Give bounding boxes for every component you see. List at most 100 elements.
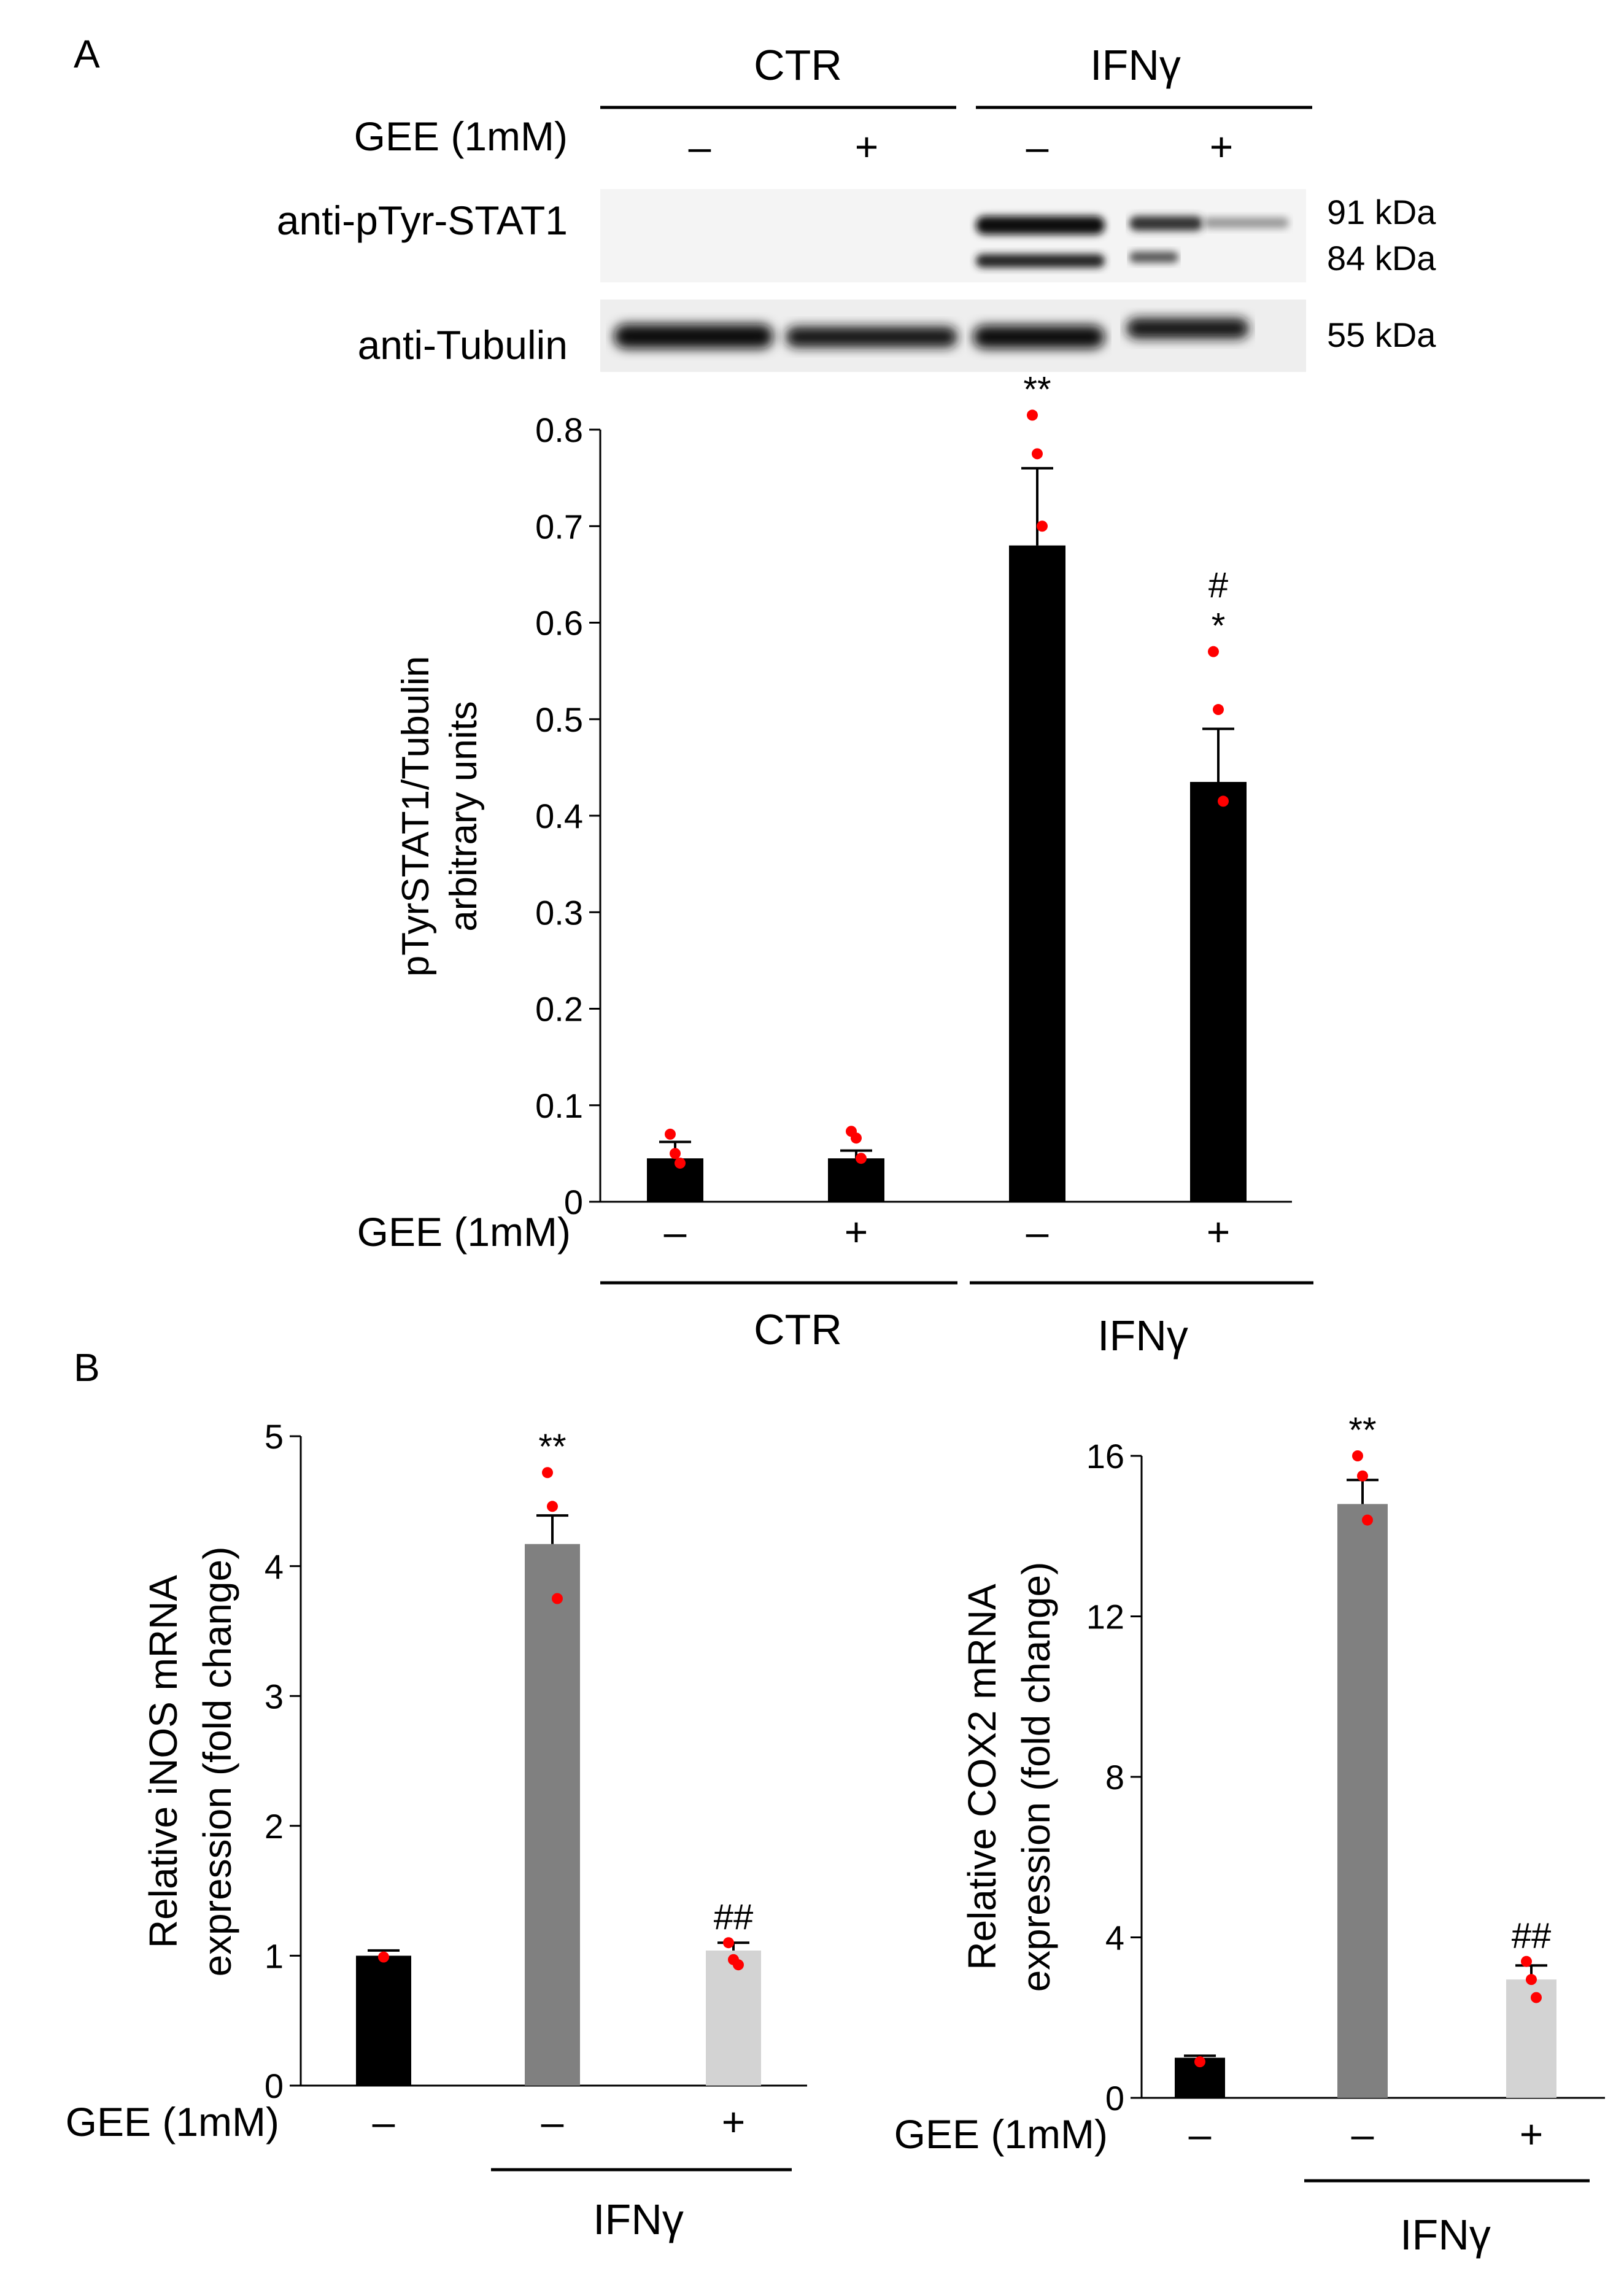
blot-band-91kda-ifng-plus-faint bbox=[1203, 217, 1289, 228]
chart-a-gee-sign: – bbox=[1026, 1209, 1049, 1255]
data-point bbox=[542, 1467, 553, 1479]
bar bbox=[525, 1544, 580, 2086]
blot-pstat1-background bbox=[600, 189, 1306, 282]
y-tick-label: 0.8 bbox=[535, 411, 583, 449]
y-tick-label: 12 bbox=[1086, 1598, 1124, 1636]
chart-b-inos-gee-sign: + bbox=[722, 2099, 746, 2145]
data-point bbox=[851, 1132, 862, 1144]
chart-a-ctr-label: CTR bbox=[754, 1305, 842, 1353]
y-axis-title: Relative COX2 mRNA expression (fold chang… bbox=[960, 1562, 1058, 1992]
data-point bbox=[378, 1951, 389, 1963]
blot-row2-label: anti-Tubulin bbox=[358, 322, 568, 368]
y-tick-label: 4 bbox=[265, 1547, 284, 1586]
data-point bbox=[670, 1148, 681, 1159]
y-axis-title-line: expression (fold change) bbox=[1014, 1562, 1058, 1992]
chart-a-gee-sign: – bbox=[664, 1209, 687, 1255]
kda-label-55: 55 kDa bbox=[1327, 315, 1436, 354]
data-point bbox=[723, 1937, 734, 1949]
chart-a-ifng-label: IFNγ bbox=[1097, 1312, 1188, 1360]
bar bbox=[828, 1158, 884, 1202]
significance-label: ## bbox=[714, 1897, 754, 1937]
y-axis-title-line: Relative iNOS mRNA bbox=[141, 1575, 185, 1948]
blot-gee-sign: + bbox=[1210, 124, 1234, 169]
blot-tubulin-strip bbox=[600, 300, 1306, 372]
data-point bbox=[1027, 409, 1038, 421]
significance-label: ** bbox=[1023, 369, 1051, 409]
data-point bbox=[1531, 1992, 1542, 2003]
blot-gee-sign: – bbox=[689, 124, 711, 169]
blot-band-91kda-ifng-plus bbox=[1129, 216, 1203, 231]
data-point bbox=[1037, 520, 1048, 532]
blot-band-tubulin-1 bbox=[614, 324, 773, 349]
blot-gee-label: GEE (1mM) bbox=[354, 114, 568, 159]
blot-band-84kda-ifng-plus bbox=[1129, 252, 1178, 263]
panel-a-label: A bbox=[74, 32, 100, 76]
chart-a-pstat1: 0 0.1 0.2 0.3 0.4 0.5 0.6 0.7 0.8 pTyrSTAT1/Tubul… bbox=[395, 369, 1292, 1221]
data-point bbox=[1032, 448, 1043, 460]
chart-b-cox2-gee-sign: + bbox=[1520, 2111, 1544, 2157]
y-axis-title: Relative iNOS mRNA expression (fold chang… bbox=[141, 1547, 239, 1977]
y-axis-title-line: Relative COX2 mRNA bbox=[960, 1584, 1004, 1970]
y-tick-label: 0 bbox=[564, 1183, 583, 1221]
chart-b-cox2-gee-sign: – bbox=[1189, 2111, 1212, 2157]
data-point bbox=[665, 1128, 676, 1140]
chart-b-inos-gee-sign: – bbox=[373, 2099, 395, 2145]
data-point bbox=[1218, 795, 1229, 807]
blot-group-ctr-label: CTR bbox=[754, 41, 842, 89]
blot-band-tubulin-2 bbox=[786, 327, 957, 347]
data-point bbox=[733, 1959, 744, 1971]
blot-row1-label: anti-pTyr-STAT1 bbox=[277, 198, 568, 243]
chart-b-inos-ifng-label: IFNγ bbox=[593, 2195, 684, 2243]
data-point bbox=[1521, 1955, 1532, 1967]
bar bbox=[706, 1950, 761, 2086]
y-tick-label: 0.4 bbox=[535, 797, 583, 835]
y-tick-label: 0.3 bbox=[535, 893, 583, 932]
chart-b-cox2-gee-sign: – bbox=[1351, 2111, 1374, 2157]
significance-label: * bbox=[1212, 606, 1226, 646]
chart-a-gee-sign: + bbox=[845, 1209, 868, 1255]
bar bbox=[356, 1955, 411, 2086]
data-point bbox=[1208, 646, 1219, 657]
blot-band-tubulin-3 bbox=[973, 325, 1105, 349]
y-tick-label: 0.5 bbox=[535, 700, 583, 739]
kda-label-91: 91 kDa bbox=[1327, 193, 1436, 231]
significance-label: ** bbox=[1348, 1410, 1376, 1450]
blot-band-84kda-ifng-minus bbox=[976, 254, 1105, 268]
data-point bbox=[552, 1593, 563, 1604]
bar bbox=[1009, 545, 1065, 1202]
y-axis-title-line: pTyrSTAT1/Tubulin bbox=[395, 656, 437, 977]
data-point bbox=[1362, 1514, 1373, 1526]
blot-band-91kda-ifng-minus bbox=[976, 216, 1105, 234]
y-tick-label: 0.2 bbox=[535, 990, 583, 1029]
y-tick-label: 0 bbox=[1105, 2079, 1124, 2118]
significance-label: # bbox=[1208, 565, 1228, 605]
y-tick-label: 2 bbox=[265, 1807, 284, 1846]
data-point bbox=[1526, 1974, 1537, 1986]
y-axis-title-line: arbitrary units bbox=[443, 701, 485, 932]
significance-label: ** bbox=[538, 1427, 566, 1467]
blot-gee-sign: + bbox=[855, 124, 879, 169]
data-point bbox=[547, 1501, 558, 1512]
chart-b-inos-gee-label: GEE (1mM) bbox=[66, 2099, 279, 2145]
data-point bbox=[1194, 2056, 1205, 2068]
data-point bbox=[856, 1153, 867, 1164]
chart-a-gee-sign: + bbox=[1207, 1209, 1231, 1255]
chart-b-inos: 0 1 2 3 4 5 Relative iNOS mRNA expression (fold… bbox=[141, 1417, 807, 2105]
y-axis-title: pTyrSTAT1/Tubulin arbitrary units bbox=[395, 656, 485, 977]
y-tick-label: 3 bbox=[265, 1677, 284, 1715]
y-tick-label: 0.1 bbox=[535, 1086, 583, 1125]
blot-group-ifng-label: IFNγ bbox=[1090, 41, 1181, 89]
y-tick-label: 16 bbox=[1086, 1437, 1124, 1476]
chart-b-cox2-gee-label: GEE (1mM) bbox=[894, 2111, 1108, 2157]
kda-label-84: 84 kDa bbox=[1327, 239, 1436, 277]
panel-b-label: B bbox=[74, 1345, 100, 1390]
y-tick-label: 8 bbox=[1105, 1758, 1124, 1797]
blot-band-tubulin-4 bbox=[1126, 318, 1249, 339]
data-point bbox=[675, 1158, 686, 1169]
y-tick-label: 5 bbox=[265, 1417, 284, 1456]
bar bbox=[1190, 781, 1247, 1202]
significance-label: ## bbox=[1512, 1916, 1552, 1956]
y-axis-title-line: expression (fold change) bbox=[195, 1547, 239, 1977]
chart-b-cox2: 0 4 8 12 16 Relative COX2 mRNA expression (fol… bbox=[960, 1410, 1605, 2118]
